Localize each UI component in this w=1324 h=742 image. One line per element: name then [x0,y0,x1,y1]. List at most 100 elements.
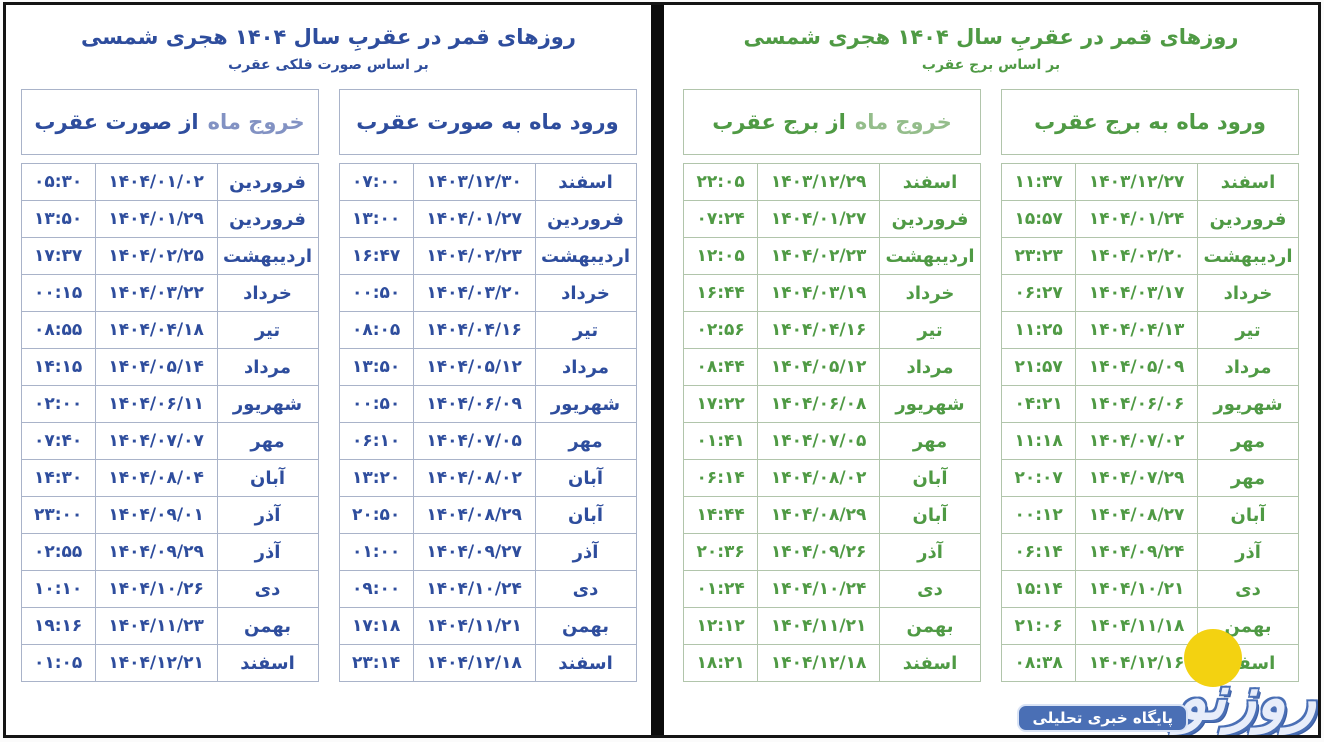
date-cell: ۱۴۰۳/۱۲/۲۹ [757,163,881,201]
table-row: مهر ۱۴۰۴/۰۷/۰۵ ۰۱:۴۱ [682,422,981,460]
entry-header-label: ورود ماه به برج عقرب [1034,110,1266,134]
time-cell: ۱۲:۱۲ [682,607,759,645]
table-row: فروردین ۱۴۰۴/۰۱/۲۷ ۱۳:۰۰ [338,200,637,238]
time-cell: ۱۶:۴۷ [338,237,414,275]
page-subtitle: بر اساس صورت فلکی عقرب [228,57,429,73]
month-cell: آذر [216,496,319,534]
date-cell: ۱۴۰۴/۰۹/۰۱ [94,496,218,534]
time-cell: ۰۸:۰۵ [338,311,414,349]
date-cell: ۱۴۰۴/۱۰/۲۴ [757,570,881,608]
time-cell: ۰۷:۲۴ [682,200,759,238]
time-cell: ۰۸:۴۴ [682,348,759,386]
time-cell: ۱۳:۰۰ [338,200,414,238]
time-cell: ۲۰:۰۷ [1000,459,1077,497]
exit-header-label-light: خروج ماه [854,110,952,134]
month-cell: مرداد [1197,348,1299,386]
month-cell: دی [879,570,981,608]
exit-table-body: اسفند ۱۴۰۳/۱۲/۲۹ ۲۲:۰۵ فروردین ۱۴۰۴/۰۱/۲۷ ۰۷:… [682,163,981,682]
date-cell: ۱۴۰۴/۰۸/۲۹ [412,496,536,534]
time-cell: ۲۱:۵۷ [1000,348,1077,386]
month-cell: تیر [216,311,319,349]
table-row: دی ۱۴۰۴/۱۰/۲۴ ۰۹:۰۰ [338,570,637,608]
table-row: اسفند ۱۴۰۴/۱۲/۲۱ ۰۱:۰۵ [20,644,319,682]
exit-header-label: از برج عقرب [712,110,846,134]
time-cell: ۱۷:۳۷ [20,237,96,275]
date-cell: ۱۴۰۴/۰۹/۲۹ [94,533,218,571]
panel-zodiac: روزهای قمر در عقربِ سال ۱۴۰۴ هجری شمسی ب… [664,5,1318,735]
time-cell: ۱۴:۳۰ [20,459,96,497]
table-row: خرداد ۱۴۰۴/۰۳/۱۹ ۱۶:۴۴ [682,274,981,312]
month-cell: فروردین [1197,200,1299,238]
panel-constellation: روزهای قمر در عقربِ سال ۱۴۰۴ هجری شمسی ب… [6,5,651,735]
time-cell: ۱۱:۳۷ [1000,163,1077,201]
table-row: دی ۱۴۰۴/۱۰/۲۴ ۰۱:۲۴ [682,570,981,608]
date-cell: ۱۴۰۴/۱۲/۱۸ [412,644,536,682]
time-cell: ۱۱:۲۵ [1000,311,1077,349]
table-row: فروردین ۱۴۰۴/۰۱/۲۷ ۰۷:۲۴ [682,200,981,238]
table-row: آبان ۱۴۰۴/۰۸/۰۲ ۰۶:۱۴ [682,459,981,497]
date-cell: ۱۴۰۴/۰۶/۰۶ [1075,385,1199,423]
date-cell: ۱۴۰۴/۱۰/۲۶ [94,570,218,608]
time-cell: ۲۳:۲۳ [1000,237,1077,275]
date-cell: ۱۴۰۴/۰۱/۲۷ [757,200,881,238]
table-row: شهریور ۱۴۰۴/۰۶/۰۶ ۰۴:۲۱ [1000,385,1299,423]
table-row: بهمن ۱۴۰۴/۱۱/۲۱ ۱۲:۱۲ [682,607,981,645]
table-row: اردیبهشت ۱۴۰۴/۰۲/۲۰ ۲۳:۲۳ [1000,237,1299,275]
date-cell: ۱۴۰۴/۰۹/۲۶ [757,533,881,571]
time-cell: ۱۷:۱۸ [338,607,414,645]
date-cell: ۱۴۰۴/۰۴/۱۶ [757,311,881,349]
time-cell: ۰۱:۲۴ [682,570,759,608]
month-cell: فروردین [216,163,319,201]
month-cell: آبان [534,496,637,534]
table-row: آذر ۱۴۰۴/۰۹/۰۱ ۲۳:۰۰ [20,496,319,534]
exit-header-label: از صورت عقرب [34,110,199,134]
month-cell: تیر [534,311,637,349]
table-row: فروردین ۱۴۰۴/۰۱/۲۴ ۱۵:۵۷ [1000,200,1299,238]
table-row: اسفند ۱۴۰۳/۱۲/۲۹ ۲۲:۰۵ [682,163,981,201]
date-cell: ۱۴۰۴/۰۸/۰۲ [412,459,536,497]
table-row: اسفند ۱۴۰۴/۱۲/۱۸ ۲۳:۱۴ [338,644,637,682]
table-row: مرداد ۱۴۰۴/۰۵/۱۴ ۱۴:۱۵ [20,348,319,386]
table-row: مهر ۱۴۰۴/۰۷/۰۷ ۰۷:۴۰ [20,422,319,460]
date-cell: ۱۴۰۳/۱۲/۳۰ [412,163,536,201]
table-row: اردیبهشت ۱۴۰۴/۰۲/۲۳ ۱۲:۰۵ [682,237,981,275]
month-cell: مهر [1197,459,1299,497]
time-cell: ۱۵:۱۴ [1000,570,1077,608]
date-cell: ۱۴۰۴/۰۵/۱۴ [94,348,218,386]
date-cell: ۱۴۰۴/۰۳/۱۹ [757,274,881,312]
tables-row: ورود ماه به برج عقرب اسفند ۱۴۰۳/۱۲/۲۷ ۱۱:۳… [664,89,1318,682]
time-cell: ۰۸:۵۵ [20,311,96,349]
table-row: شهریور ۱۴۰۴/۰۶/۰۸ ۱۷:۲۲ [682,385,981,423]
date-cell: ۱۴۰۴/۰۲/۲۰ [1075,237,1199,275]
time-cell: ۱۴:۱۵ [20,348,96,386]
date-cell: ۱۴۰۴/۱۲/۱۸ [757,644,881,682]
date-cell: ۱۴۰۴/۰۶/۰۸ [757,385,881,423]
month-cell: اسفند [879,163,981,201]
date-cell: ۱۴۰۴/۰۸/۲۷ [1075,496,1199,534]
panel-divider [651,5,664,735]
table-row: اسفند ۱۴۰۳/۱۲/۲۷ ۱۱:۳۷ [1000,163,1299,201]
table-row: تیر ۱۴۰۴/۰۴/۱۳ ۱۱:۲۵ [1000,311,1299,349]
table-row: مهر ۱۴۰۴/۰۷/۰۲ ۱۱:۱۸ [1000,422,1299,460]
time-cell: ۰۵:۳۰ [20,163,96,201]
table-row: اسفند ۱۴۰۴/۱۲/۱۶ ۰۸:۳۸ [1000,644,1299,682]
date-cell: ۱۴۰۴/۰۵/۱۲ [757,348,881,386]
date-cell: ۱۴۰۴/۰۸/۲۹ [757,496,881,534]
infographic-frame: روزهای قمر در عقربِ سال ۱۴۰۴ هجری شمسی ب… [3,2,1321,738]
table-row: خرداد ۱۴۰۴/۰۳/۲۲ ۰۰:۱۵ [20,274,319,312]
time-cell: ۱۲:۰۵ [682,237,759,275]
time-cell: ۱۳:۵۰ [338,348,414,386]
table-row: آذر ۱۴۰۴/۰۹/۲۶ ۲۰:۳۶ [682,533,981,571]
time-cell: ۰۶:۱۰ [338,422,414,460]
date-cell: ۱۴۰۴/۰۸/۰۴ [94,459,218,497]
date-cell: ۱۴۰۴/۰۳/۱۷ [1075,274,1199,312]
entry-table-body: اسفند ۱۴۰۳/۱۲/۲۷ ۱۱:۳۷ فروردین ۱۴۰۴/۰۱/۲۴ ۱۵:… [1000,163,1299,682]
month-cell: اردیبهشت [1197,237,1299,275]
time-cell: ۲۳:۰۰ [20,496,96,534]
time-cell: ۱۳:۲۰ [338,459,414,497]
month-cell: اسفند [1197,644,1299,682]
time-cell: ۲۲:۰۵ [682,163,759,201]
month-cell: مهر [879,422,981,460]
table-row: آذر ۱۴۰۴/۰۹/۲۴ ۰۶:۱۴ [1000,533,1299,571]
month-cell: مهر [534,422,637,460]
